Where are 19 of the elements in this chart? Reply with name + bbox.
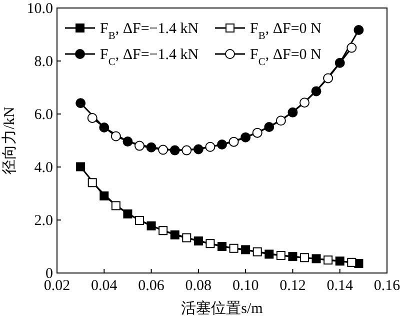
x-tick-label: 0.04 (91, 278, 118, 294)
x-tick-label: 0.10 (232, 278, 259, 294)
legend-label: F$_{C}$, ΔF=0 N (250, 47, 322, 68)
legend-label: F$_{C}$, ΔF=−1.4 kN (100, 47, 199, 68)
y-tick-label: 8.0 (34, 54, 53, 70)
legend-label: F$_{B}$, ΔF=−1.4 kN (100, 21, 199, 42)
legend-label: F$_{B}$, ΔF=0 N (250, 21, 322, 42)
y-axis-title: 径向力/kN (1, 106, 18, 174)
y-tick-label: 2.0 (34, 213, 53, 229)
x-tick-label: 0.02 (44, 278, 70, 294)
y-tick-label: 6.0 (34, 107, 53, 123)
x-axis-title: 活塞位置s/m (181, 300, 264, 317)
x-tick-label: 0.14 (326, 278, 354, 294)
x-tick-label: 0.16 (374, 278, 400, 294)
y-tick-label: 4.0 (34, 160, 53, 176)
x-tick-label: 0.08 (185, 278, 212, 294)
y-tick-label: 10.0 (26, 1, 53, 17)
x-tick-label: 0.12 (280, 278, 306, 294)
x-tick-label: 0.06 (138, 278, 165, 294)
